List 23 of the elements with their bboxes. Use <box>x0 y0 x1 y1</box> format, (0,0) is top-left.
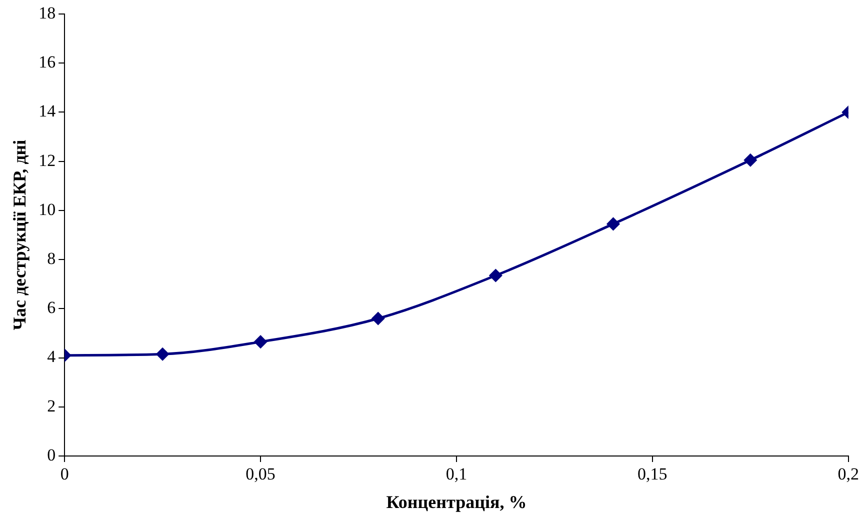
y-tick-label: 16 <box>38 52 56 72</box>
y-tick-label: 4 <box>47 347 56 366</box>
x-tick-label: 0,05 <box>246 464 276 484</box>
y-tick-label: 0 <box>47 445 56 464</box>
point <box>744 154 757 166</box>
y-tick-label: 10 <box>38 200 56 219</box>
y-tick-label: 6 <box>47 298 56 318</box>
y-tick-label: 2 <box>47 396 56 416</box>
point <box>606 218 620 230</box>
x-tick-label: 0,2 <box>838 464 859 484</box>
y-tick-label: 14 <box>38 102 56 121</box>
point <box>372 312 384 325</box>
x-tick-label: 0 <box>60 464 69 484</box>
y-tick-label: 18 <box>38 3 56 22</box>
x-tick-label: 0,15 <box>638 464 668 484</box>
point <box>156 348 169 360</box>
x-tick-label: 0,1 <box>446 464 468 484</box>
x-axis-title: Концентрація, % <box>386 492 527 512</box>
point <box>489 269 502 282</box>
y-tick-label: 8 <box>47 249 56 268</box>
point <box>254 336 267 348</box>
y-axis-title: Час деструкції ЕКР, дні <box>9 140 30 330</box>
y-tick-label: 12 <box>38 150 56 170</box>
